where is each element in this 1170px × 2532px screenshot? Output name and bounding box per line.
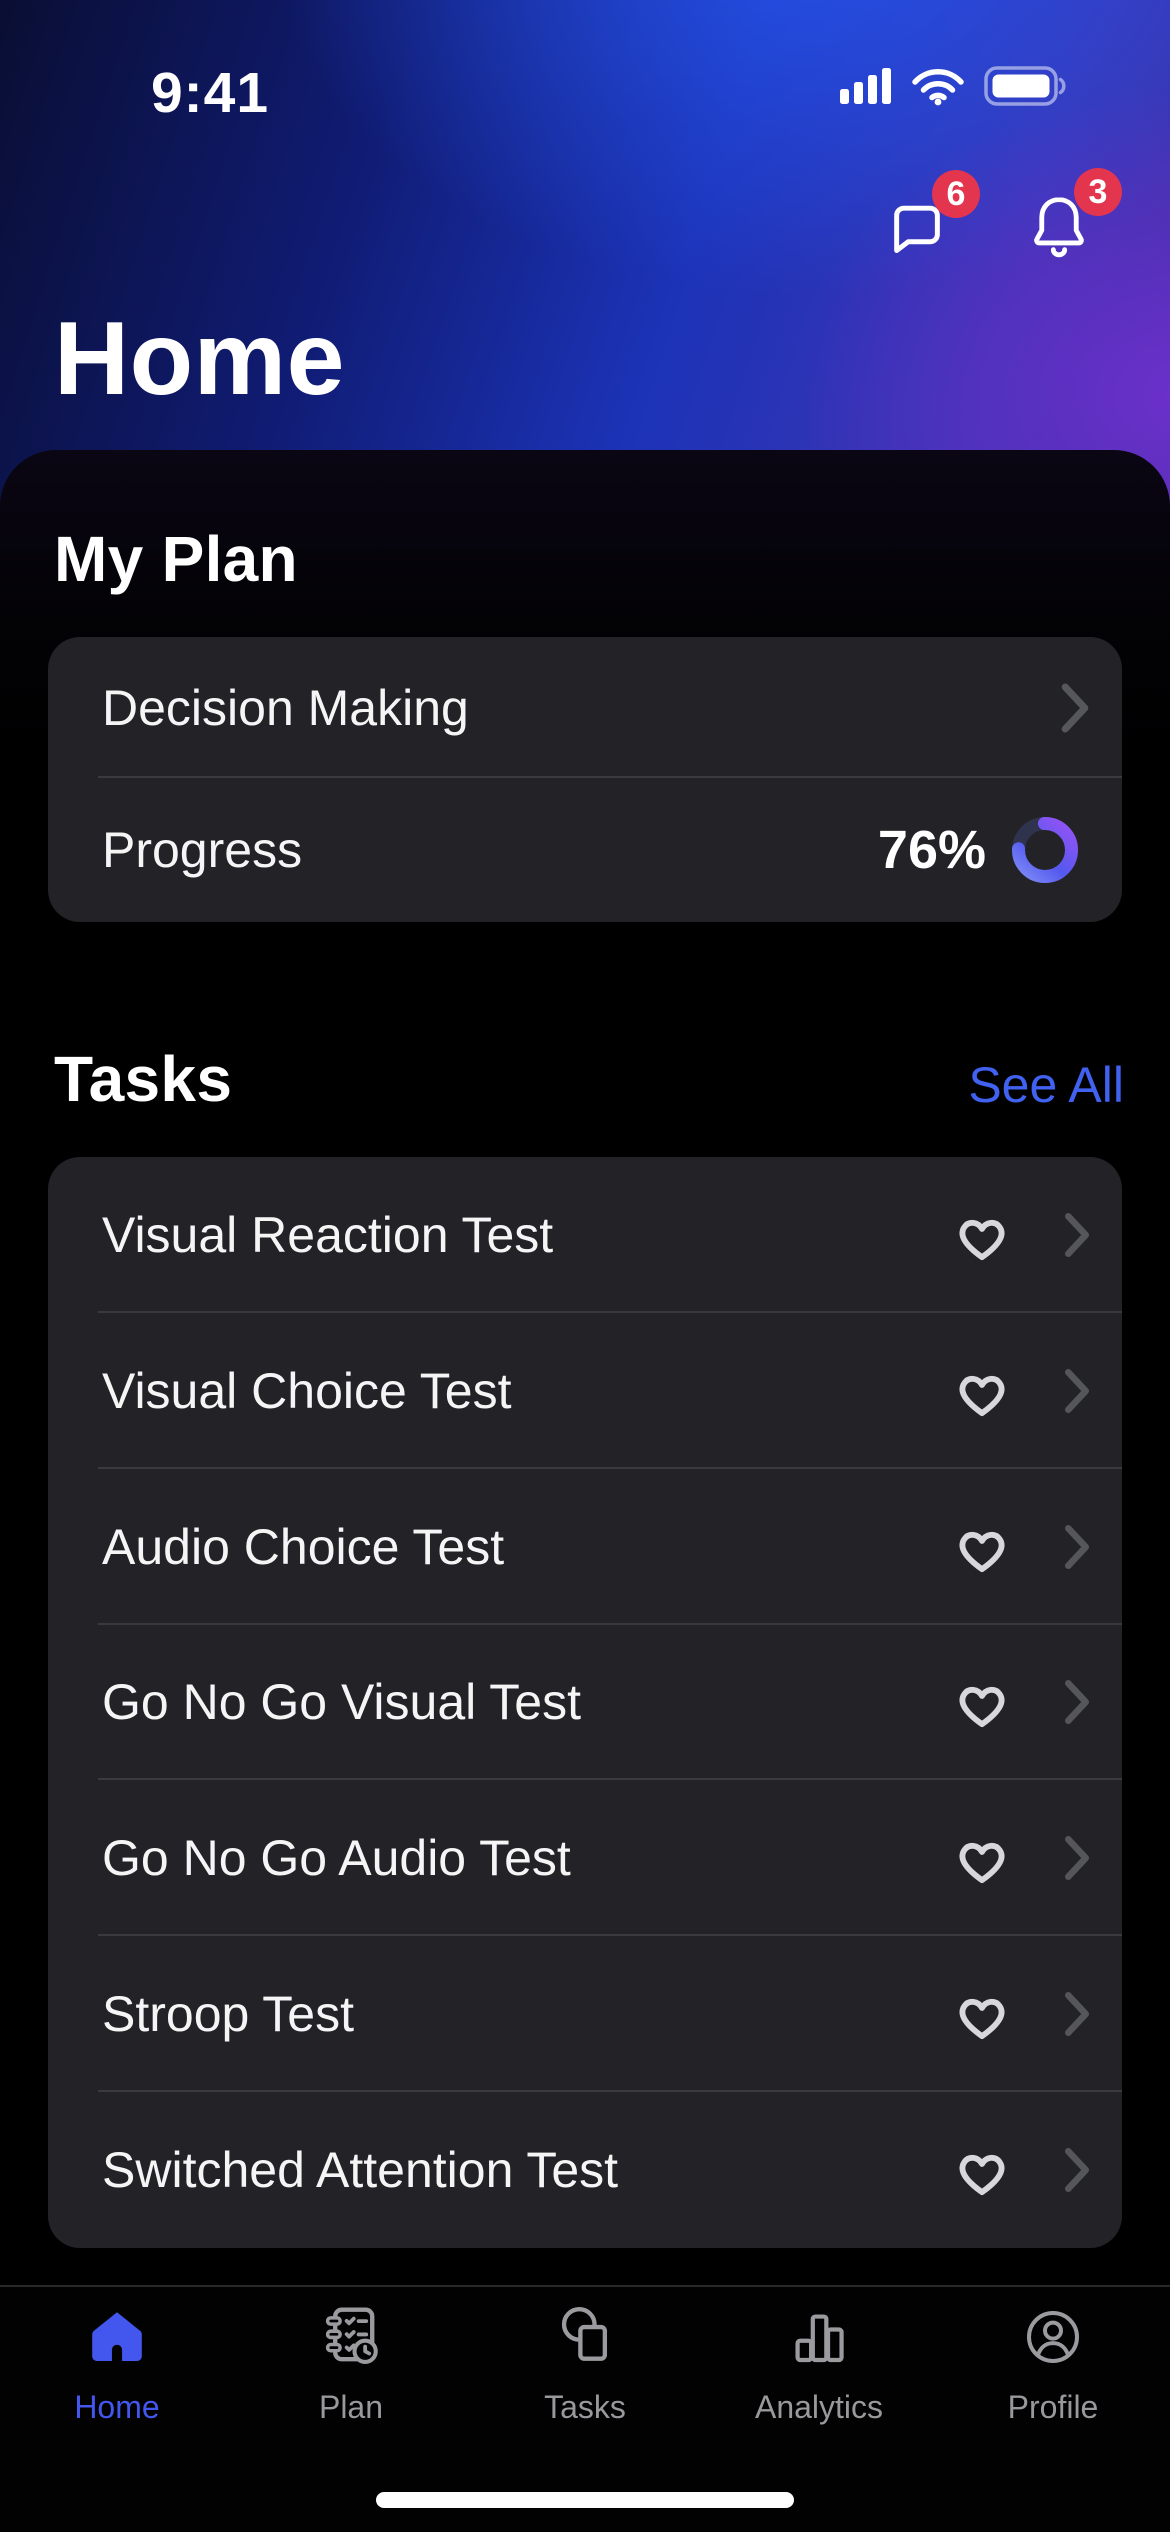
task-title: Visual Reaction Test — [102, 1206, 554, 1263]
messages-button[interactable]: 6 — [884, 170, 980, 264]
favorite-button[interactable] — [950, 2141, 1014, 2199]
cellular-signal-icon — [840, 68, 892, 104]
tasks-card: Visual Reaction Test Visual Choice Test … — [48, 1157, 1122, 2248]
chevron-right-icon — [1062, 2144, 1092, 2196]
favorite-button[interactable] — [950, 1362, 1014, 1420]
task-title: Audio Choice Test — [102, 1518, 505, 1575]
favorite-button[interactable] — [950, 1673, 1014, 1731]
task-title: Go No Go Audio Test — [102, 1830, 571, 1887]
progress-row: Progress 76% — [48, 778, 1122, 922]
task-title: Stroop Test — [102, 1986, 355, 2043]
see-all-link[interactable]: See All — [968, 1057, 1124, 1113]
my-plan-heading: My Plan — [54, 523, 298, 595]
plan-row[interactable]: Decision Making — [48, 637, 1122, 778]
divider — [98, 1622, 1122, 1625]
status-time: 9:41 — [150, 61, 270, 125]
page-title: Home — [54, 301, 345, 417]
task-row[interactable]: Switched Attention Test — [48, 2092, 1122, 2248]
bell-icon — [1026, 191, 1098, 261]
tab-plan[interactable]: Plan — [234, 2287, 468, 2532]
heart-icon — [950, 1829, 1014, 1887]
tab-label: Tasks — [544, 2389, 626, 2425]
favorite-button[interactable] — [950, 1206, 1014, 1264]
progress-label: Progress — [102, 822, 303, 878]
task-row[interactable]: Visual Reaction Test — [48, 1157, 1122, 1313]
heart-icon — [950, 1518, 1014, 1576]
status-bar-icons — [840, 66, 1068, 106]
task-row[interactable]: Audio Choice Test — [48, 1469, 1122, 1625]
tab-bar: Home Plan — [0, 2285, 1170, 2532]
divider — [98, 1778, 1122, 1781]
favorite-button[interactable] — [950, 1829, 1014, 1887]
chevron-right-icon — [1062, 1365, 1092, 1417]
tab-label: Analytics — [754, 2389, 884, 2425]
battery-icon — [984, 66, 1068, 106]
my-plan-card: Decision Making Progress 76% — [48, 637, 1122, 922]
tab-label: Plan — [318, 2389, 384, 2425]
heart-icon — [950, 1206, 1014, 1264]
task-row[interactable]: Go No Go Audio Test — [48, 1780, 1122, 1937]
heart-icon — [950, 1362, 1014, 1420]
chevron-right-icon — [1062, 1832, 1092, 1884]
home-indicator[interactable] — [376, 2492, 794, 2508]
analytics-icon — [788, 2303, 850, 2369]
wifi-icon — [910, 66, 966, 106]
task-row[interactable]: Stroop Test — [48, 1936, 1122, 2093]
divider — [98, 1310, 1122, 1313]
notifications-button[interactable]: 3 — [1026, 168, 1122, 262]
chevron-right-icon — [1062, 1521, 1092, 1573]
chevron-right-icon — [1062, 1676, 1092, 1728]
profile-icon — [1021, 2303, 1085, 2369]
chevron-right-icon — [1062, 1209, 1092, 1261]
tasks-icon — [553, 2303, 617, 2369]
task-row[interactable]: Go No Go Visual Test — [48, 1625, 1122, 1781]
chevron-right-icon — [1062, 1988, 1092, 2040]
tab-analytics[interactable]: Analytics — [702, 2287, 936, 2532]
divider — [98, 1934, 1122, 1937]
tab-label: Profile — [1007, 2389, 1099, 2425]
messages-badge: 6 — [932, 170, 980, 218]
heart-icon — [950, 2141, 1014, 2199]
chevron-right-icon — [1058, 680, 1092, 736]
progress-value: 76% — [877, 820, 986, 880]
tab-tasks[interactable]: Tasks — [468, 2287, 702, 2532]
tab-profile[interactable]: Profile — [936, 2287, 1170, 2532]
notifications-badge: 3 — [1074, 168, 1122, 216]
tasks-heading: Tasks — [54, 1043, 233, 1115]
tab-label: Home — [74, 2389, 160, 2425]
divider — [98, 1466, 1122, 1469]
task-title: Go No Go Visual Test — [102, 1674, 581, 1731]
plan-name: Decision Making — [102, 679, 469, 736]
task-title: Switched Attention Test — [102, 2141, 619, 2198]
divider — [98, 2090, 1122, 2093]
progress-ring — [1012, 817, 1078, 883]
plan-icon — [318, 2303, 384, 2369]
tab-home[interactable]: Home — [0, 2287, 234, 2532]
favorite-button[interactable] — [950, 1518, 1014, 1576]
task-title: Visual Choice Test — [102, 1362, 512, 1419]
divider — [98, 776, 1122, 778]
home-icon — [85, 2303, 149, 2369]
heart-icon — [950, 1985, 1014, 2043]
favorite-button[interactable] — [950, 1985, 1014, 2043]
chat-icon — [884, 195, 956, 261]
heart-icon — [950, 1673, 1014, 1731]
task-row[interactable]: Visual Choice Test — [48, 1313, 1122, 1469]
